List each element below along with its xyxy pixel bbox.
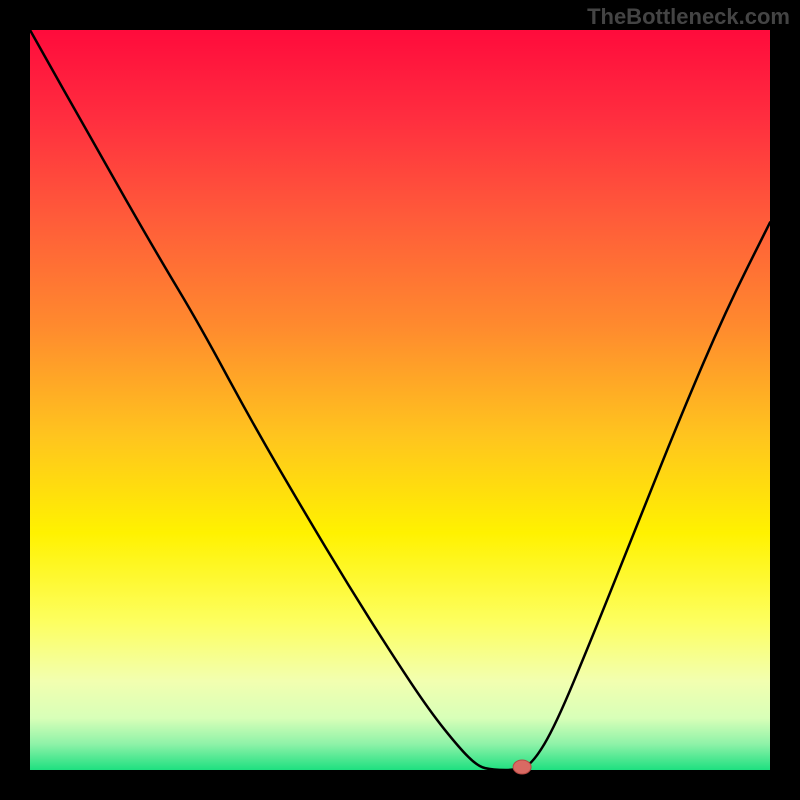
plot-background — [30, 30, 770, 770]
optimal-marker — [513, 760, 531, 774]
bottleneck-chart — [0, 0, 800, 800]
attribution-text: TheBottleneck.com — [587, 4, 790, 30]
